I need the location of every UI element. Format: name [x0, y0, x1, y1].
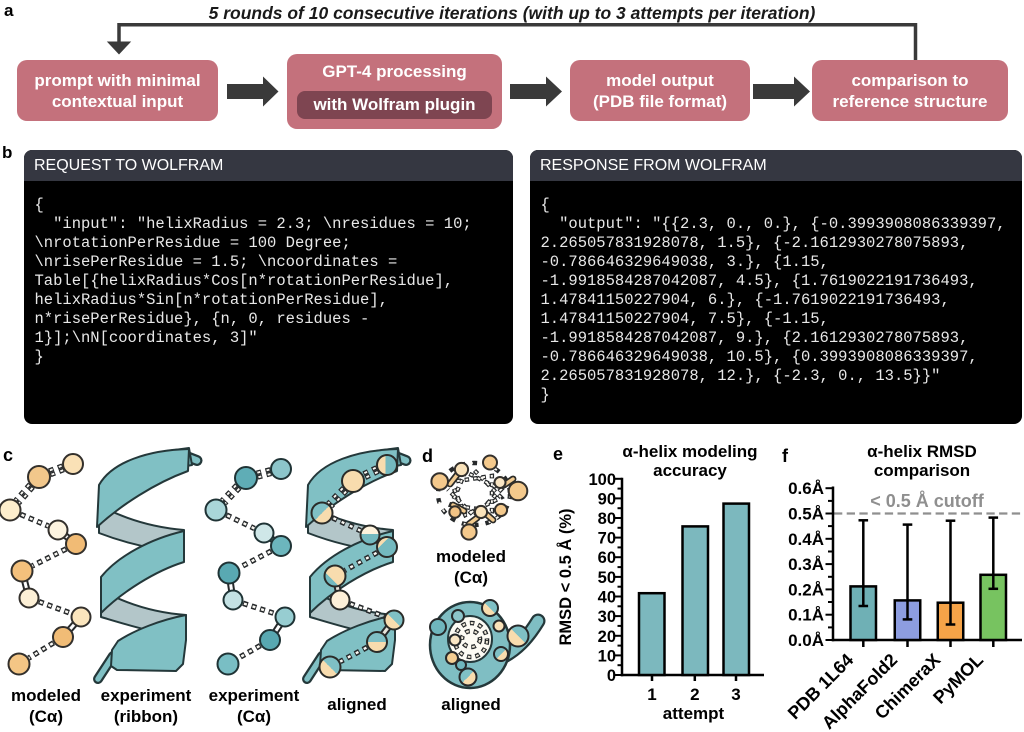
svg-text:(Cα): (Cα) [454, 568, 488, 587]
svg-text:attempt: attempt [663, 704, 725, 723]
svg-text:< 0.5 Å cutoff: < 0.5 Å cutoff [870, 491, 985, 511]
svg-text:aligned: aligned [327, 695, 387, 714]
svg-text:2: 2 [690, 685, 699, 704]
svg-text:0: 0 [607, 667, 616, 685]
svg-text:RMSD < 0.5 Å (%): RMSD < 0.5 Å (%) [556, 508, 575, 645]
svg-text:d: d [422, 446, 433, 466]
svg-text:0.0Å: 0.0Å [788, 631, 824, 650]
svg-text:α-helix RMSD: α-helix RMSD [867, 442, 977, 461]
svg-text:0.5Å: 0.5Å [788, 505, 824, 524]
svg-text:3: 3 [731, 685, 740, 704]
svg-text:1: 1 [647, 685, 656, 704]
svg-text:c: c [3, 445, 13, 465]
svg-text:10: 10 [598, 647, 616, 665]
svg-text:30: 30 [598, 608, 616, 626]
svg-text:50: 50 [598, 569, 616, 587]
svg-text:80: 80 [598, 510, 616, 528]
svg-text:0.3Å: 0.3Å [788, 555, 824, 574]
svg-text:aligned: aligned [441, 695, 501, 714]
svg-text:0.2Å: 0.2Å [788, 580, 824, 599]
svg-text:60: 60 [598, 549, 616, 567]
svg-text:0.6Å: 0.6Å [788, 479, 824, 498]
svg-text:accuracy: accuracy [653, 461, 727, 480]
svg-text:(Cα): (Cα) [237, 707, 271, 726]
svg-text:experiment: experiment [209, 686, 300, 705]
svg-text:40: 40 [598, 589, 616, 607]
svg-text:modeled: modeled [11, 686, 81, 705]
svg-text:α-helix modeling: α-helix modeling [622, 442, 757, 461]
svg-text:20: 20 [598, 628, 616, 646]
svg-text:f: f [782, 446, 789, 466]
svg-text:(Cα): (Cα) [29, 707, 63, 726]
svg-text:0.4Å: 0.4Å [788, 530, 824, 549]
svg-text:e: e [553, 444, 563, 464]
svg-text:90: 90 [598, 490, 616, 508]
svg-text:(ribbon): (ribbon) [114, 707, 178, 726]
svg-text:70: 70 [598, 530, 616, 548]
svg-text:100: 100 [588, 471, 616, 489]
svg-text:experiment: experiment [101, 686, 192, 705]
svg-text:0.1Å: 0.1Å [788, 606, 824, 625]
svg-text:modeled: modeled [436, 547, 506, 566]
svg-text:comparison: comparison [874, 461, 970, 480]
